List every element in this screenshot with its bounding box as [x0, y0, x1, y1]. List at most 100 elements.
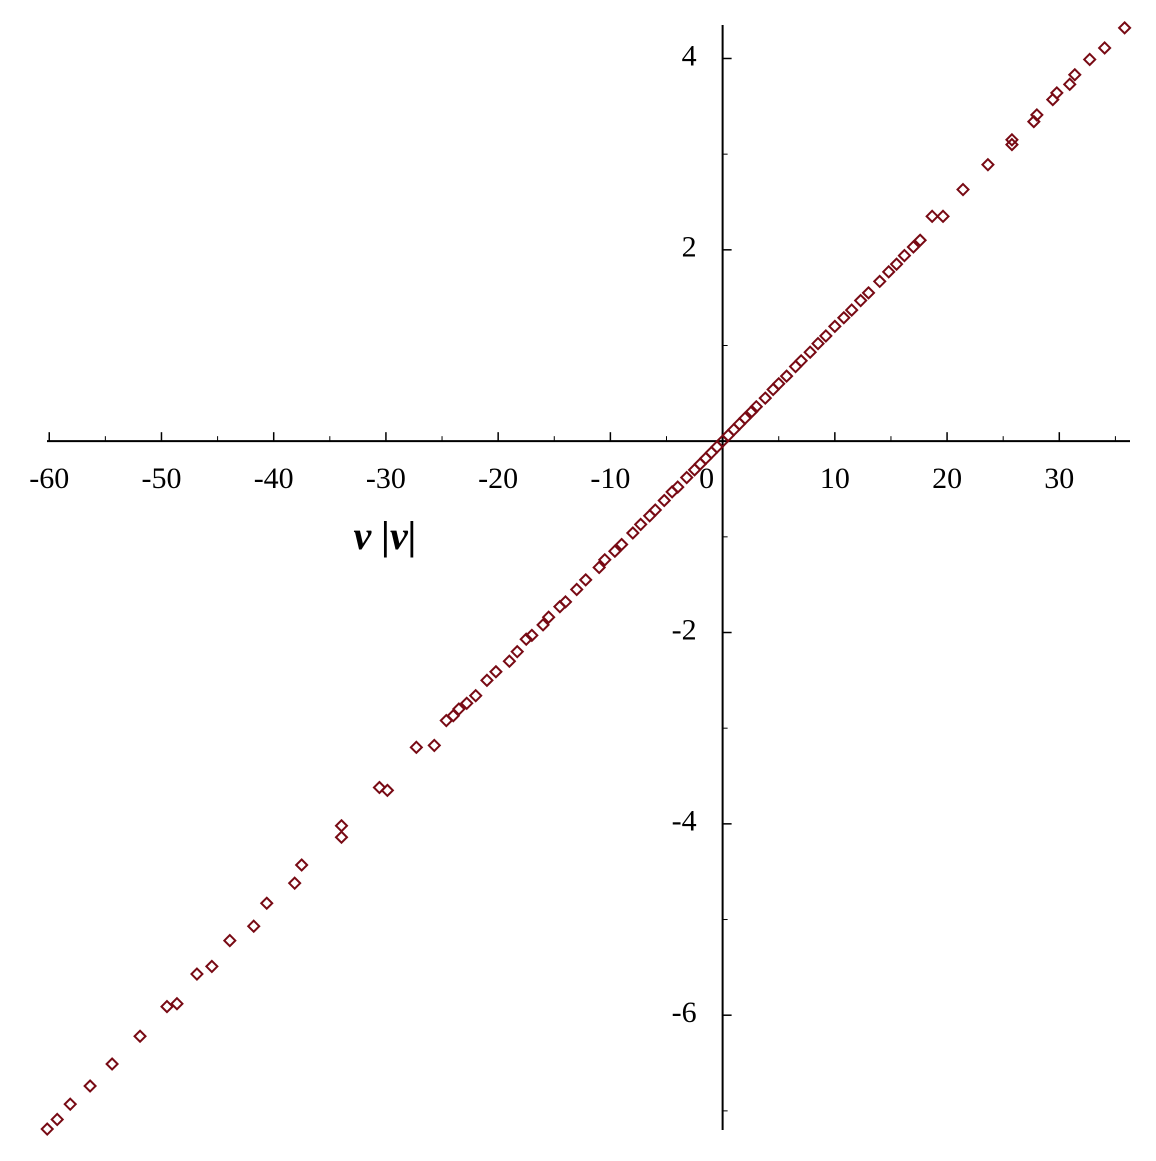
point [710, 439, 724, 454]
point [451, 702, 466, 716]
x-tick-label: 0 [699, 462, 714, 495]
point [468, 688, 483, 703]
point [597, 552, 612, 567]
point [1049, 86, 1064, 100]
point [981, 157, 995, 172]
y-tick-label: -2 [672, 613, 697, 646]
point [704, 445, 719, 460]
point [50, 1112, 65, 1127]
point [190, 967, 204, 981]
point [133, 1029, 147, 1044]
point [657, 493, 672, 508]
point [334, 818, 349, 833]
x-axis-label: v |v| [353, 513, 416, 558]
point [913, 233, 928, 248]
point [889, 257, 904, 272]
point [459, 696, 474, 711]
point [380, 783, 395, 798]
point [906, 240, 921, 254]
x-tick-label: -60 [29, 462, 69, 495]
point [160, 999, 174, 1014]
point [1067, 67, 1082, 82]
point [642, 508, 657, 523]
point [625, 526, 640, 540]
y-tick-label: 4 [682, 39, 697, 72]
point [1005, 132, 1019, 147]
point [569, 582, 584, 597]
point [766, 382, 781, 397]
x-tick-label: -40 [254, 462, 294, 495]
point [956, 182, 970, 197]
point [607, 544, 622, 559]
point [439, 713, 454, 728]
x-tick-label: -30 [366, 462, 406, 495]
point [105, 1057, 120, 1071]
point [578, 572, 593, 587]
point [648, 503, 663, 517]
point [758, 391, 773, 406]
point [936, 209, 950, 224]
y-tick-label: -4 [672, 805, 697, 838]
x-tick-label: 10 [820, 462, 850, 495]
point [510, 644, 525, 659]
point [541, 610, 556, 625]
point [536, 617, 550, 632]
point [771, 376, 786, 391]
point [488, 664, 503, 679]
point [732, 417, 747, 431]
point [372, 780, 387, 795]
point [1097, 41, 1112, 55]
point [524, 628, 539, 643]
point [744, 404, 759, 419]
point [794, 353, 809, 368]
y-tick-label: -6 [672, 996, 697, 1029]
x-tick-label: -10 [590, 462, 630, 495]
x-tick-label: -50 [141, 462, 181, 495]
point [844, 303, 859, 318]
x-tick-label: 30 [1044, 462, 1074, 495]
point [811, 336, 825, 351]
x-tick-label: 20 [932, 462, 962, 495]
point [721, 428, 736, 443]
point [83, 1079, 98, 1093]
point [294, 858, 309, 872]
point [40, 1122, 55, 1136]
y-tick-label: 2 [682, 231, 697, 264]
point [872, 274, 887, 289]
point [861, 285, 876, 300]
point [818, 329, 833, 343]
point [925, 209, 940, 224]
point [1062, 77, 1077, 92]
point [1082, 52, 1097, 67]
point [246, 919, 261, 934]
point [63, 1097, 78, 1112]
point [633, 517, 648, 532]
point [779, 369, 794, 384]
point [788, 359, 803, 374]
point [738, 411, 752, 426]
point [519, 632, 534, 647]
point [897, 248, 912, 263]
point [170, 996, 184, 1011]
point [502, 654, 517, 669]
point [679, 470, 694, 485]
point [558, 594, 573, 609]
point [853, 293, 868, 308]
point [480, 673, 494, 688]
point [836, 310, 851, 325]
point [204, 959, 219, 974]
point [749, 399, 764, 414]
point [881, 264, 896, 279]
point [222, 933, 237, 948]
x-tick-label: -20 [478, 462, 518, 495]
point [614, 537, 629, 552]
point [827, 319, 842, 334]
point [1117, 20, 1132, 35]
point [287, 876, 302, 891]
point [726, 422, 741, 437]
point [670, 480, 685, 495]
point [259, 896, 274, 911]
point [334, 830, 349, 845]
point [1029, 108, 1044, 122]
